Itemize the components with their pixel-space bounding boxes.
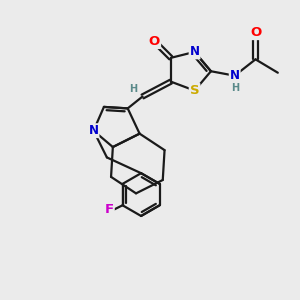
Text: H: H xyxy=(231,82,239,93)
Text: H: H xyxy=(130,84,138,94)
Text: N: N xyxy=(88,124,98,137)
Text: N: N xyxy=(230,69,240,82)
Text: S: S xyxy=(190,84,200,97)
Text: N: N xyxy=(190,45,200,58)
Text: O: O xyxy=(250,26,261,39)
Text: O: O xyxy=(149,35,160,48)
Text: F: F xyxy=(105,203,114,216)
